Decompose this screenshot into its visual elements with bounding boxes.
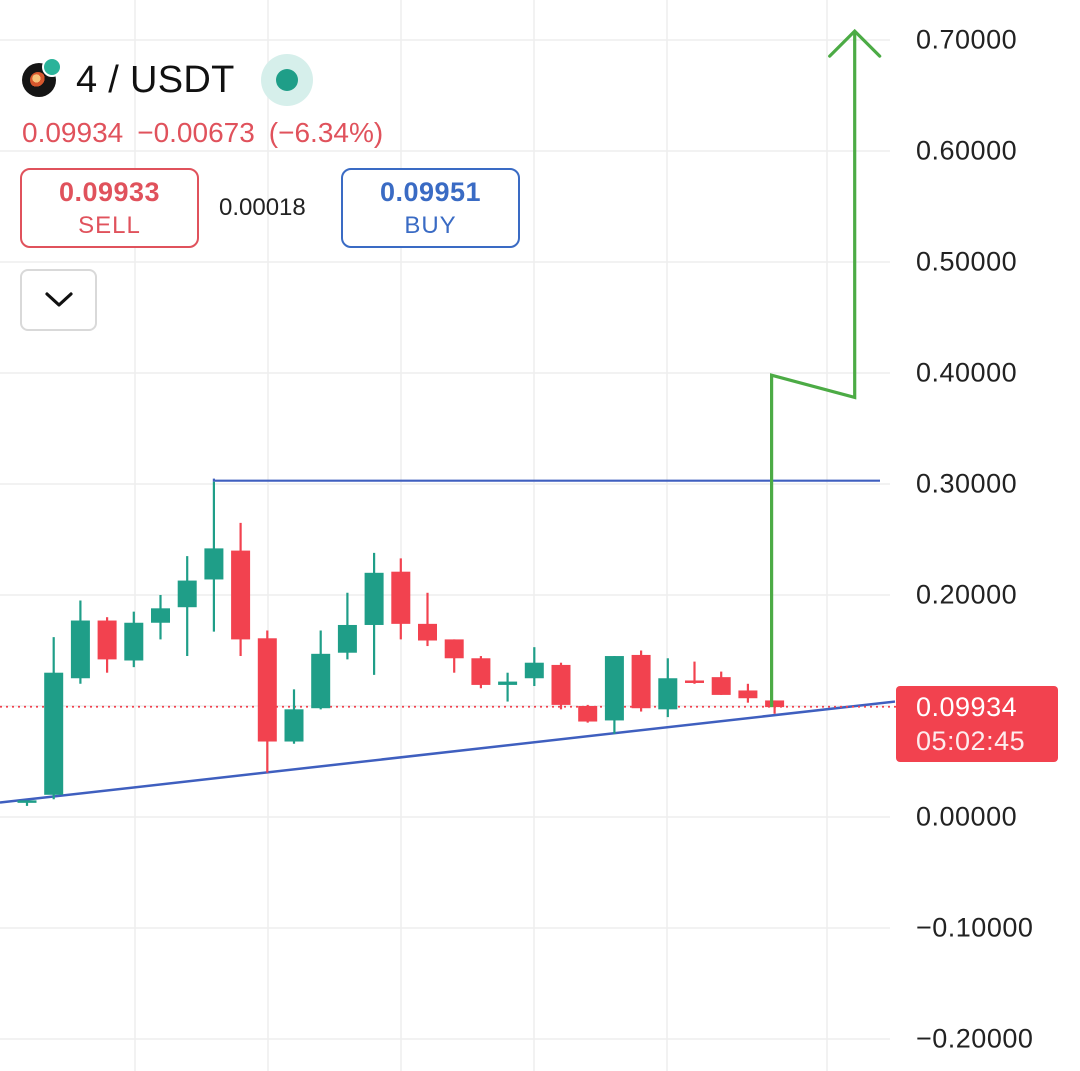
candle: [97, 617, 117, 673]
price-axis-label: −0.10000: [916, 912, 1034, 943]
candle: [498, 672, 518, 702]
candle: [765, 700, 785, 714]
candle: [284, 689, 304, 744]
price-change-row: 0.09934 −0.00673 (−6.34%): [22, 117, 397, 149]
candle: [685, 661, 704, 684]
candle: [231, 522, 251, 657]
candle-body: [337, 624, 357, 653]
candle-body: [765, 700, 785, 708]
collapse-button[interactable]: [20, 269, 97, 331]
candle: [578, 704, 598, 723]
price-change-percent: (−6.34%): [268, 117, 384, 148]
projection-arrow: [769, 28, 882, 708]
symbol-name[interactable]: 4 / USDT: [76, 58, 235, 101]
candle: [604, 656, 624, 734]
candle-body: [418, 623, 437, 641]
candle: [364, 552, 384, 675]
candle: [658, 658, 678, 718]
candle: [391, 558, 411, 640]
buy-button[interactable]: 0.09951 BUY: [341, 168, 520, 248]
price-axis-label: 0.20000: [916, 579, 1018, 610]
price-axis-label: 0.60000: [916, 135, 1018, 166]
price-axis-label: 0.70000: [916, 24, 1018, 55]
candle-body: [284, 709, 304, 742]
candle: [337, 592, 357, 660]
spread-value: 0.00018: [219, 194, 306, 221]
candle: [524, 647, 544, 687]
candle-body: [444, 639, 464, 659]
symbol-header: 4 / USDT: [22, 54, 313, 106]
candle-body: [364, 572, 384, 625]
candle-body: [658, 678, 678, 710]
buy-label: BUY: [404, 211, 457, 239]
candle-body: [97, 620, 117, 660]
price-axis-label: 0.40000: [916, 357, 1018, 388]
price-axis-label: −0.20000: [916, 1023, 1034, 1054]
candle-body: [311, 653, 331, 709]
candle-body: [578, 706, 598, 722]
sell-button[interactable]: 0.09933 SELL: [20, 168, 199, 248]
projection-arrowhead: [828, 28, 882, 58]
candle-body: [498, 681, 518, 685]
candle: [711, 671, 731, 695]
candle: [204, 481, 224, 632]
candle: [738, 683, 758, 703]
price-change: −0.00673: [137, 117, 255, 148]
candle: [257, 630, 277, 773]
candle: [17, 800, 37, 806]
current-price-tag: 0.09934 05:02:45: [896, 686, 1058, 762]
resistance-line: [212, 478, 880, 482]
candle-body: [151, 608, 170, 623]
candle-body: [551, 664, 571, 705]
candle: [471, 656, 491, 689]
candle-body: [738, 690, 758, 699]
candle-body: [391, 571, 411, 624]
candle: [631, 650, 651, 712]
chevron-down-icon: [44, 292, 73, 307]
candle: [551, 662, 571, 710]
price-axis-label: 0.00000: [916, 801, 1018, 832]
candle-body: [604, 656, 624, 721]
candle-body: [177, 580, 197, 608]
projection-path: [769, 31, 857, 708]
price-axis-label: 0.30000: [916, 468, 1018, 499]
candle-body: [231, 550, 251, 640]
candle: [124, 611, 144, 668]
candle: [151, 595, 170, 640]
candle-body: [70, 620, 90, 679]
candle-countdown: 05:02:45: [916, 726, 1026, 756]
buy-price: 0.09951: [379, 176, 482, 207]
candle-body: [524, 662, 544, 679]
price-axis-label: 0.50000: [916, 246, 1018, 277]
candles: [17, 481, 785, 806]
candle-body: [257, 638, 277, 742]
candle-body: [124, 622, 144, 661]
market-open-dot-icon: [260, 54, 313, 106]
candle: [44, 637, 64, 800]
candle-body: [44, 672, 64, 795]
candle: [70, 600, 90, 684]
sell-label: SELL: [78, 211, 141, 239]
candle-body: [685, 680, 704, 683]
candle-body: [711, 677, 731, 695]
candle-body: [204, 548, 224, 580]
candle-body: [631, 654, 651, 709]
candle-body: [471, 658, 491, 685]
chart-annotations: [0, 478, 896, 804]
last-price: 0.09934: [22, 117, 124, 148]
candle: [444, 639, 464, 673]
candle: [311, 630, 331, 710]
candle: [418, 592, 437, 647]
support-trendline: [0, 700, 896, 804]
chart-grid: [0, 0, 890, 1071]
current-price-value: 0.09934: [916, 692, 1018, 722]
coin-logo-icon: [22, 57, 62, 97]
candle-body: [17, 800, 37, 803]
sell-price: 0.09933: [58, 176, 161, 207]
candle: [177, 556, 197, 657]
